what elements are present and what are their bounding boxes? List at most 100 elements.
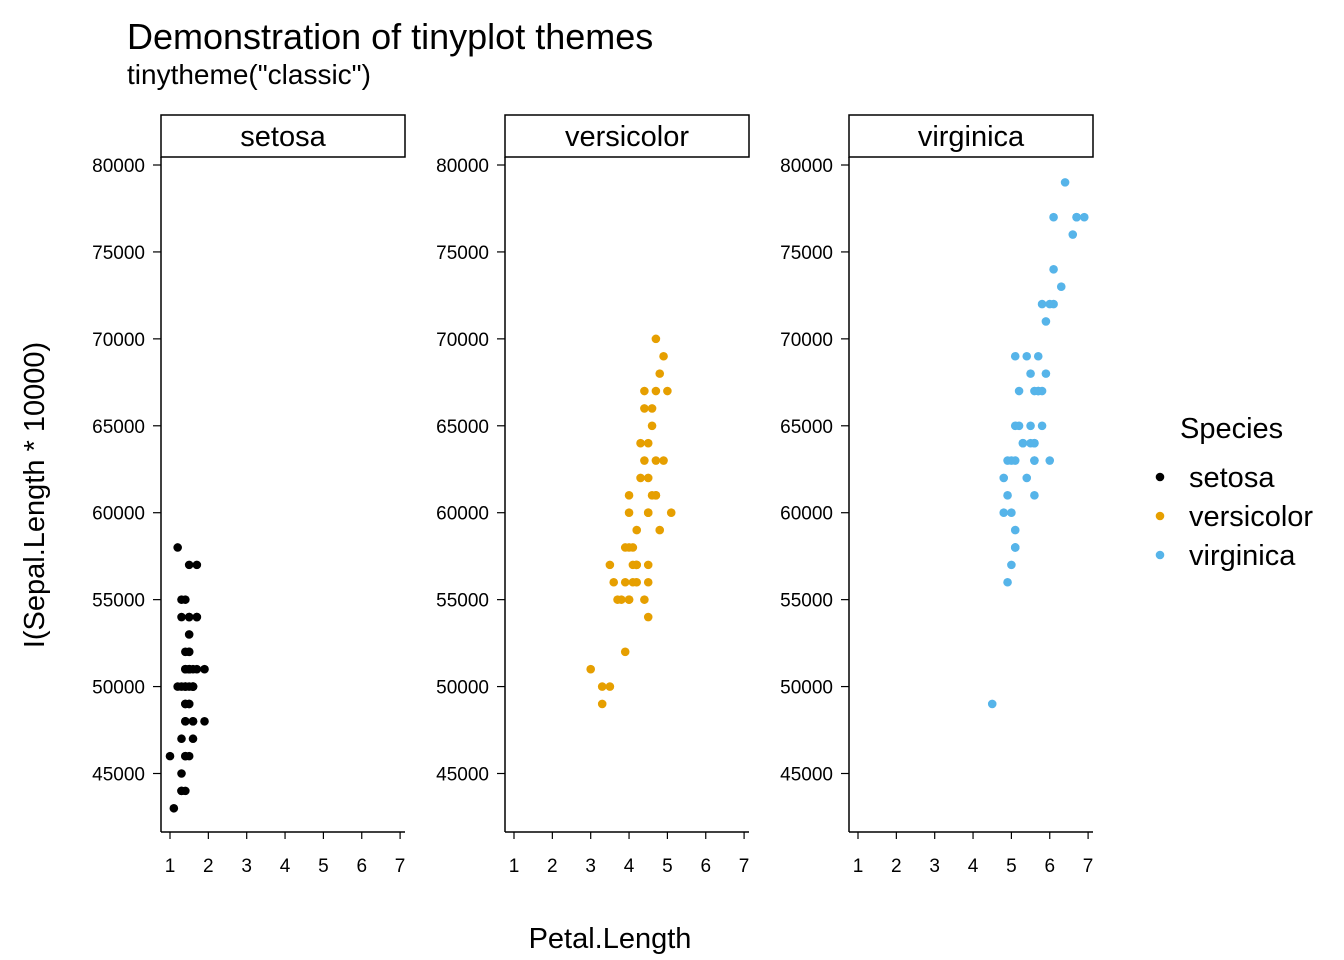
data-point-versicolor <box>647 491 657 500</box>
data-point-versicolor <box>666 508 676 518</box>
y-tick-label: 60000 <box>436 504 489 525</box>
data-point-setosa <box>200 717 209 726</box>
data-point-versicolor <box>597 699 607 709</box>
data-point-virginica <box>1056 282 1066 292</box>
x-tick-label: 7 <box>395 856 406 877</box>
data-point-versicolor <box>620 577 630 587</box>
data-point-virginica <box>1007 560 1016 570</box>
data-point-virginica <box>1022 351 1032 361</box>
x-tick-label: 6 <box>1044 856 1055 877</box>
data-point-setosa <box>169 803 179 813</box>
data-point-versicolor <box>624 543 634 552</box>
y-tick-label: 45000 <box>780 765 833 786</box>
data-point-virginica <box>1079 212 1089 222</box>
data-point-setosa <box>188 717 198 726</box>
y-tick-label: 75000 <box>436 243 489 264</box>
legend-label: virginica <box>1189 540 1296 572</box>
data-point-virginica <box>1060 178 1070 187</box>
data-point-setosa <box>177 734 186 744</box>
x-tick-label: 3 <box>241 856 252 877</box>
facet-strip-label: virginica <box>918 121 1025 153</box>
data-point-virginica <box>1041 369 1051 378</box>
data-point-setosa <box>192 560 202 570</box>
y-tick-label: 55000 <box>436 591 489 612</box>
y-tick-label: 65000 <box>780 417 833 438</box>
y-tick-label: 80000 <box>92 156 145 177</box>
data-point-versicolor <box>628 560 638 570</box>
data-point-virginica <box>1014 386 1024 396</box>
data-point-setosa <box>165 751 175 761</box>
data-point-setosa <box>173 543 182 552</box>
facet-strip <box>848 114 1094 158</box>
data-point-versicolor <box>643 577 653 587</box>
facet-strip <box>504 114 750 158</box>
x-tick-label: 7 <box>739 856 750 877</box>
y-tick-label: 45000 <box>92 765 145 786</box>
data-point-virginica <box>1022 473 1032 483</box>
x-axis-title: Petal.Length <box>529 923 692 955</box>
data-point-virginica <box>1041 317 1051 326</box>
y-tick-label: 60000 <box>92 504 145 525</box>
y-tick-label: 80000 <box>780 156 833 177</box>
data-point-virginica <box>987 699 997 709</box>
y-tick-label: 75000 <box>92 243 145 264</box>
data-point-virginica <box>1007 508 1016 518</box>
x-tick-label: 6 <box>700 856 711 877</box>
legend-swatch <box>1155 472 1165 482</box>
x-tick-label: 5 <box>318 856 329 877</box>
legend-swatch <box>1155 550 1165 560</box>
facet-strip-label: setosa <box>240 121 326 153</box>
data-point-setosa <box>184 560 194 570</box>
data-point-versicolor <box>609 577 619 587</box>
y-tick-label: 50000 <box>92 678 145 699</box>
data-point-versicolor <box>651 386 661 396</box>
facet-strip-label: versicolor <box>565 121 689 153</box>
data-point-setosa <box>188 734 198 744</box>
data-point-virginica <box>1037 421 1047 431</box>
data-point-virginica <box>1003 577 1012 587</box>
legend-swatch <box>1155 511 1165 521</box>
data-point-versicolor <box>624 595 634 604</box>
facet-strip <box>160 114 406 158</box>
data-point-setosa <box>188 664 198 674</box>
data-point-virginica <box>1045 299 1055 309</box>
data-point-versicolor <box>636 438 645 448</box>
chart-subtitle: tinytheme("classic") <box>127 59 371 90</box>
legend-item-setosa: setosa <box>1155 462 1275 494</box>
data-point-setosa <box>181 699 190 709</box>
data-point-versicolor <box>586 664 595 674</box>
data-point-versicolor <box>640 595 649 604</box>
y-tick-label: 70000 <box>436 330 489 351</box>
data-point-versicolor <box>640 386 649 396</box>
data-point-virginica <box>1033 386 1043 396</box>
data-point-virginica <box>999 508 1009 518</box>
legend-title: Species <box>1180 413 1283 445</box>
data-point-virginica <box>1003 491 1012 500</box>
data-point-setosa <box>184 630 194 639</box>
x-tick-label: 1 <box>165 856 176 877</box>
data-point-versicolor <box>643 560 653 570</box>
y-tick-label: 70000 <box>780 330 833 351</box>
data-point-setosa <box>192 612 202 622</box>
y-tick-label: 75000 <box>780 243 833 264</box>
y-tick-label: 60000 <box>780 504 833 525</box>
legend-item-virginica: virginica <box>1155 540 1296 572</box>
data-point-virginica <box>1026 421 1035 431</box>
data-point-versicolor <box>651 334 661 344</box>
data-point-setosa <box>177 786 186 796</box>
data-point-virginica <box>1010 525 1020 535</box>
data-point-virginica <box>1030 456 1039 465</box>
data-point-virginica <box>1010 543 1020 552</box>
data-point-versicolor <box>632 525 642 535</box>
data-point-setosa <box>181 682 190 691</box>
data-point-virginica <box>1068 230 1078 239</box>
data-point-virginica <box>1026 369 1035 378</box>
data-point-virginica <box>1049 265 1058 274</box>
data-point-versicolor <box>640 456 649 465</box>
x-tick-label: 1 <box>509 856 520 877</box>
data-point-setosa <box>200 664 209 674</box>
x-tick-label: 4 <box>280 856 291 877</box>
y-tick-label: 80000 <box>436 156 489 177</box>
x-tick-label: 4 <box>968 856 979 877</box>
y-tick-label: 50000 <box>436 678 489 699</box>
